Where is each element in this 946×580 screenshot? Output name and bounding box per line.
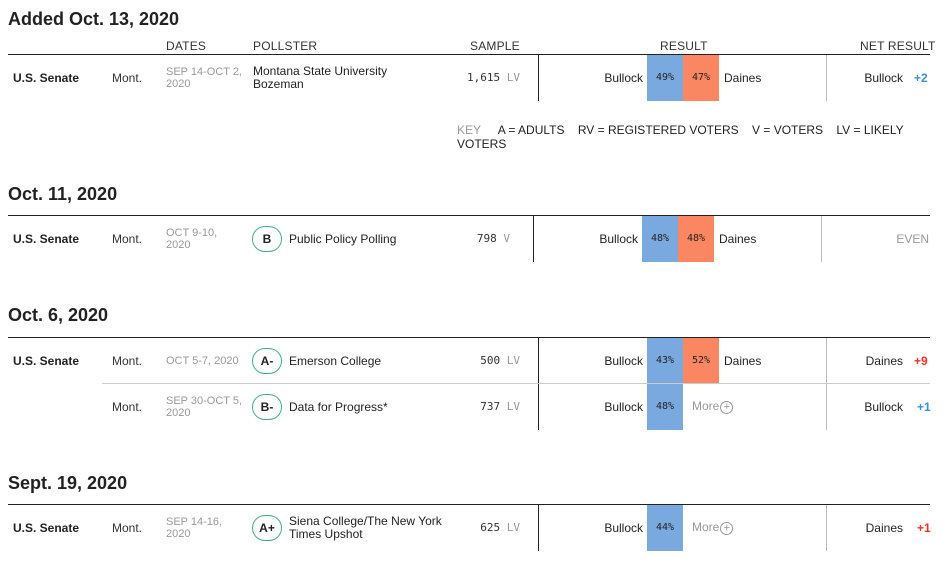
poll-dates: OCT 5-7, 2020 <box>166 355 239 367</box>
net-leader: Daines <box>865 354 903 368</box>
pollster-link[interactable]: Data for Progress* <box>289 400 388 414</box>
poll-dates: SEP 30-OCT 5, 2020 <box>166 395 243 419</box>
pollster-link[interactable]: Montana State University Bozeman <box>253 64 388 91</box>
candidate-dem: Bullock <box>599 232 638 246</box>
office: U.S. Senate <box>13 232 80 246</box>
table-rule <box>8 215 930 216</box>
sample-size: 798 V <box>476 232 510 245</box>
plus-circle-icon: + <box>720 401 734 414</box>
net-margin: +1 <box>917 400 931 414</box>
column-divider <box>538 55 539 101</box>
pollster-grade-badge[interactable]: A- <box>252 348 282 374</box>
sample-size: 1,615 LV <box>467 71 520 84</box>
state: Mont. <box>112 71 143 85</box>
office: U.S. Senate <box>13 521 80 535</box>
pollster-grade-badge[interactable]: B- <box>252 394 282 420</box>
state: Mont. <box>112 521 143 535</box>
candidate-rep: Daines <box>719 232 757 246</box>
section-title: Oct. 6, 2020 <box>8 305 109 325</box>
table-rule <box>8 337 930 338</box>
sample-size: 625 LV <box>480 521 520 534</box>
pollster-link[interactable]: Siena College/The New York Times Upshot <box>289 514 442 541</box>
key-item: A = ADULTS <box>497 123 565 137</box>
office: U.S. Senate <box>13 354 80 368</box>
rep-pct-bar: 48% <box>678 216 714 262</box>
candidate-rep: Daines <box>724 71 762 85</box>
dem-pct-bar: 43% <box>647 338 683 384</box>
header-net-result[interactable]: NET RESULT <box>860 39 936 53</box>
candidate-rep: Daines <box>724 354 762 368</box>
candidate-dem: Bullock <box>604 354 643 368</box>
pollster-grade-badge[interactable]: B <box>252 226 282 252</box>
column-divider <box>826 505 827 551</box>
state: Mont. <box>112 232 143 246</box>
net-margin: +9 <box>914 354 928 368</box>
more-candidates-button[interactable]: More + <box>692 399 734 414</box>
column-divider <box>826 338 827 384</box>
table-row[interactable]: U.S. Senate Mont. OCT 9-10, 2020 B Publi… <box>0 216 946 262</box>
poll-dates: SEP 14-OCT 2, 2020 <box>166 66 243 90</box>
header-dates[interactable]: DATES <box>166 39 207 53</box>
table-rule <box>8 504 930 505</box>
net-leader: Bullock <box>864 71 903 85</box>
dem-pct-bar: 48% <box>642 216 678 262</box>
dem-pct-bar: 48% <box>647 384 683 430</box>
rep-pct-bar: 52% <box>683 338 719 384</box>
state: Mont. <box>112 354 143 368</box>
candidate-dem: Bullock <box>604 400 643 414</box>
rep-pct-bar: 47% <box>683 55 719 101</box>
net-margin: +1 <box>917 521 931 535</box>
column-divider <box>826 384 827 430</box>
pollster-link[interactable]: Public Policy Polling <box>289 232 397 246</box>
dem-pct-bar: 49% <box>647 55 683 101</box>
pollster-link[interactable]: Emerson College <box>289 354 382 368</box>
row-divider <box>538 383 930 384</box>
poll-dates: SEP 14-16, 2020 <box>166 516 223 540</box>
net-margin: EVEN <box>896 232 929 246</box>
column-divider <box>538 338 539 384</box>
candidate-dem: Bullock <box>604 521 643 535</box>
section-title: Sept. 19, 2020 <box>8 473 128 493</box>
office: U.S. Senate <box>13 71 80 85</box>
row-divider <box>102 383 538 384</box>
dem-pct-bar: 44% <box>647 505 683 551</box>
column-divider <box>538 384 539 430</box>
table-row[interactable]: U.S. Senate Mont. SEP 14-16, 2020 A+ Sie… <box>0 505 946 551</box>
plus-circle-icon: + <box>720 522 734 535</box>
net-margin: +2 <box>914 71 928 85</box>
candidate-dem: Bullock <box>604 71 643 85</box>
key-item: LV = LIKELY VOTERS <box>457 123 904 151</box>
table-row[interactable]: Mont. SEP 30-OCT 5, 2020 B- Data for Pro… <box>0 384 946 430</box>
column-divider <box>533 216 534 262</box>
table-rule <box>8 54 930 55</box>
column-divider <box>821 216 822 262</box>
column-divider <box>538 505 539 551</box>
sample-size: 500 LV <box>480 354 520 367</box>
state: Mont. <box>112 400 143 414</box>
net-leader: Bullock <box>864 400 903 414</box>
table-row[interactable]: U.S. Senate Mont. OCT 5-7, 2020 A- Emers… <box>0 338 946 384</box>
sample-size: 737 LV <box>480 400 520 413</box>
pollster-grade-badge[interactable]: A+ <box>252 515 282 541</box>
sample-key: KEY A = ADULTS RV = REGISTERED VOTERS V … <box>457 123 946 151</box>
net-leader: Daines <box>865 521 903 535</box>
key-item: V = VOTERS <box>752 123 824 137</box>
key-item: RV = REGISTERED VOTERS <box>577 123 739 137</box>
header-sample[interactable]: SAMPLE <box>470 39 520 53</box>
header-result: RESULT <box>660 39 708 53</box>
more-candidates-button[interactable]: More + <box>692 520 734 535</box>
poll-dates: OCT 9-10, 2020 <box>166 227 218 251</box>
column-divider <box>826 55 827 101</box>
section-title: Oct. 11, 2020 <box>8 184 118 204</box>
section-title: Added Oct. 13, 2020 <box>8 9 180 29</box>
table-row[interactable]: U.S. Senate Mont. SEP 14-OCT 2, 2020 Mon… <box>0 55 946 101</box>
key-label: KEY <box>457 123 482 137</box>
header-pollster[interactable]: POLLSTER <box>253 39 318 53</box>
